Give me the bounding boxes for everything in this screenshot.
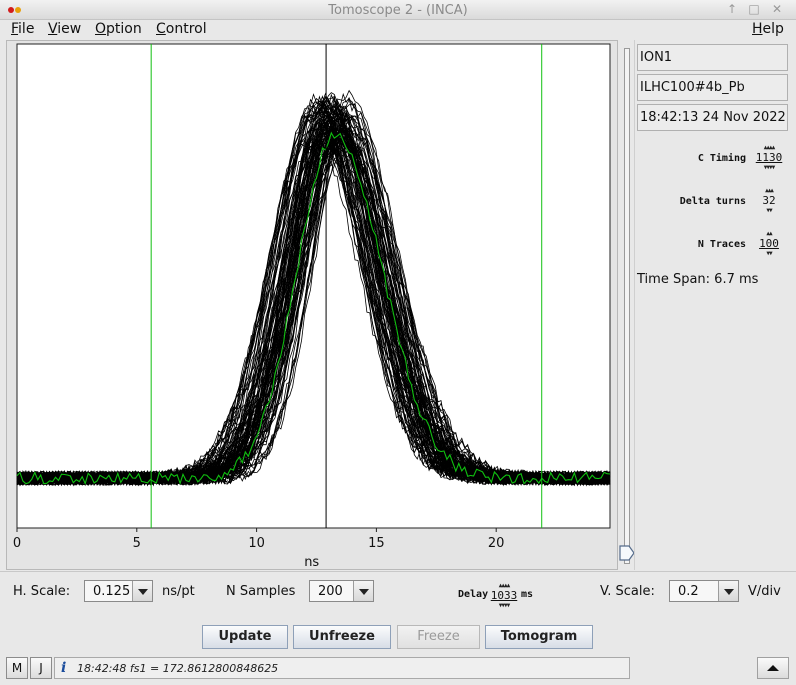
menu-option[interactable]: Option — [95, 21, 142, 37]
app-icon — [8, 6, 24, 14]
h-scale-value: 0.125 — [93, 584, 131, 599]
j-button[interactable]: J — [30, 657, 52, 679]
n-samples-value: 200 — [318, 584, 343, 599]
h-scale-select[interactable]: 0.125 — [84, 580, 153, 602]
average-trace — [16, 131, 611, 486]
x-tick-label: 0 — [13, 536, 21, 551]
info-icon: i — [61, 660, 67, 676]
freeze-button[interactable]: Freeze — [397, 625, 480, 649]
beam-field: ILHC100#4b_Pb — [637, 74, 788, 101]
chevron-down-icon[interactable] — [353, 581, 373, 601]
m-button[interactable]: M — [6, 657, 28, 679]
menu-help[interactable]: Help — [752, 21, 784, 37]
h-scale-unit: ns/pt — [162, 584, 195, 599]
unfreeze-button[interactable]: Unfreeze — [293, 625, 391, 649]
maximize-icon[interactable]: □ — [748, 2, 760, 16]
n-traces-spinner[interactable]: ▲▲ 100 ▼▼ — [754, 230, 784, 257]
x-tick-label: 20 — [488, 536, 505, 551]
n-traces-value[interactable]: 100 — [759, 237, 779, 250]
chevron-down-icon[interactable] — [132, 581, 152, 601]
increment-arrows-icon[interactable]: ▲▲▲ — [765, 187, 774, 194]
status-message: 18:42:48 fs1 = 172.8612800848625 — [77, 662, 279, 675]
menu-view[interactable]: View — [48, 21, 82, 37]
menu-control[interactable]: Control — [156, 21, 207, 37]
vertical-slider[interactable] — [624, 48, 630, 564]
plot-panel: 0 5 10 15 20 ns — [6, 40, 618, 570]
traces-group — [16, 89, 611, 487]
delta-turns-label: Delta turns — [679, 196, 746, 207]
side-panel — [634, 40, 794, 570]
close-icon[interactable]: ✕ — [771, 2, 783, 16]
v-scale-value: 0.2 — [678, 584, 699, 599]
delay-label: Delay — [458, 589, 489, 600]
datetime-field: 18:42:13 24 Nov 2022 — [637, 104, 788, 131]
slider-thumb[interactable] — [619, 545, 635, 561]
c-timing-value[interactable]: 1130 — [755, 151, 783, 164]
x-tick-label: 10 — [248, 536, 265, 551]
delay-value[interactable]: 1033 — [490, 589, 518, 602]
n-samples-label: N Samples — [226, 584, 296, 599]
decrement-arrows-icon[interactable]: ▼▼▼▼ — [498, 602, 510, 609]
decrement-arrows-icon[interactable]: ▼▼▼▼ — [763, 164, 775, 171]
delta-turns-spinner[interactable]: ▲▲▲ 32 ▼▼ — [754, 187, 784, 214]
device-field: ION1 — [637, 44, 788, 71]
title-bar: Tomoscope 2 - (INCA) ↑ □ ✕ — [0, 0, 796, 20]
c-timing-spinner[interactable]: ▲▲▲▲ 1130 ▼▼▼▼ — [754, 144, 784, 171]
delay-unit: ms — [521, 589, 534, 600]
delta-turns-value[interactable]: 32 — [762, 194, 776, 207]
h-scale-label: H. Scale: — [13, 584, 71, 599]
x-tick-label: 5 — [133, 536, 141, 551]
time-span-label: Time Span: 6.7 ms — [637, 272, 759, 287]
c-timing-label: C Timing — [697, 153, 746, 164]
tomogram-button[interactable]: Tomogram — [485, 625, 593, 649]
delay-spinner[interactable]: ▲▲▲▲ 1033 ▼▼▼▼ — [489, 582, 519, 609]
controls-row: H. Scale: 0.125 ns/pt N Samples 200 Dela… — [0, 571, 796, 616]
status-bar: M J i 18:42:48 fs1 = 172.8612800848625 — [0, 655, 796, 685]
update-button[interactable]: Update — [202, 625, 288, 649]
v-scale-unit: V/div — [748, 584, 781, 599]
menu-bar: File View Option Control Help — [0, 20, 796, 40]
decrement-arrows-icon[interactable]: ▼▼ — [766, 250, 772, 257]
window-title: Tomoscope 2 - (INCA) — [328, 3, 468, 18]
status-message-field: i 18:42:48 fs1 = 172.8612800848625 — [54, 657, 630, 679]
v-scale-label: V. Scale: — [600, 584, 655, 599]
menu-file[interactable]: File — [11, 21, 35, 37]
increment-arrows-icon[interactable]: ▲▲ — [766, 230, 772, 237]
n-traces-label: N Traces — [697, 239, 746, 250]
pin-icon[interactable]: ↑ — [726, 2, 738, 16]
n-samples-select[interactable]: 200 — [309, 580, 374, 602]
x-axis-label: ns — [304, 555, 319, 570]
x-tick-label: 15 — [368, 536, 385, 551]
v-scale-select[interactable]: 0.2 — [669, 580, 739, 602]
trace-line — [16, 141, 611, 487]
increment-arrows-icon[interactable]: ▲▲▲▲ — [763, 144, 775, 151]
scope-plot[interactable]: 0 5 10 15 20 ns — [7, 41, 619, 571]
decrement-arrows-icon[interactable]: ▼▼ — [766, 207, 772, 214]
increment-arrows-icon[interactable]: ▲▲▲▲ — [498, 582, 510, 589]
expand-up-button[interactable] — [757, 657, 789, 679]
chevron-down-icon[interactable] — [718, 581, 738, 601]
